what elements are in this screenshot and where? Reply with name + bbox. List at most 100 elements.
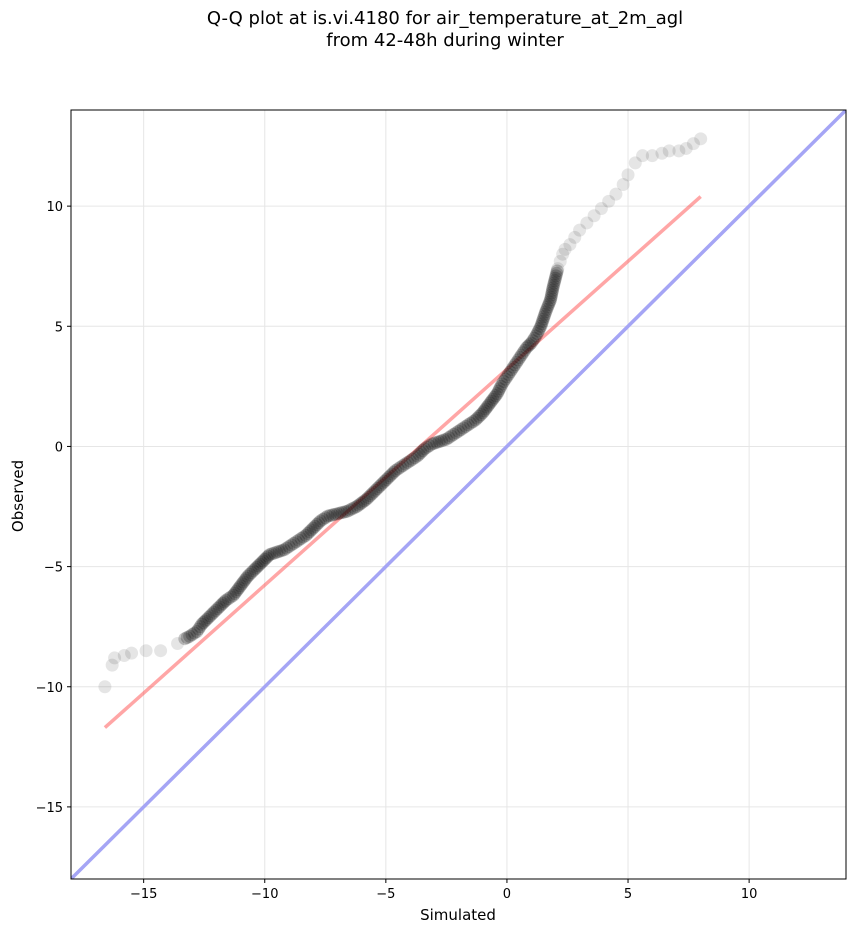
quantile-point — [580, 216, 594, 230]
axis-ticks: −15 −10 −5 0 5 10 −15 −10 −5 0 5 10 — [36, 200, 758, 902]
quantile-point — [381, 471, 395, 485]
quantile-point — [244, 566, 258, 580]
quantile-point — [535, 314, 549, 328]
quantile-point — [178, 632, 192, 646]
reference-lines — [71, 110, 846, 879]
quantile-point — [190, 624, 204, 638]
quantile-point — [313, 514, 327, 528]
quantile-point — [318, 511, 332, 525]
quantile-point — [365, 487, 379, 501]
quantile-point — [287, 536, 301, 550]
quantile-point — [493, 382, 507, 396]
quantile-point — [139, 644, 153, 658]
quantile-point — [321, 509, 335, 523]
quantile-point — [261, 549, 275, 563]
quantile-point — [672, 144, 686, 158]
quantile-point — [284, 538, 298, 552]
quantile-point — [542, 298, 556, 312]
quantile-point — [352, 498, 366, 512]
quantile-point — [125, 646, 139, 660]
quantile-point — [529, 329, 543, 343]
quantile-point — [430, 435, 444, 449]
quantile-point — [550, 264, 564, 278]
quantile-point — [498, 372, 512, 386]
quantile-point — [250, 560, 264, 574]
quantile-point — [214, 598, 228, 612]
quantile-point — [545, 286, 559, 300]
quantile-point — [405, 452, 419, 466]
quantile-point — [393, 460, 407, 474]
quantile-point — [340, 504, 354, 518]
quantile-point — [243, 567, 257, 581]
quantile-point — [343, 503, 357, 517]
quantile-point — [535, 317, 549, 331]
quantile-point — [510, 355, 524, 369]
quantile-point — [432, 435, 446, 449]
quantile-point — [229, 585, 243, 599]
identity-line — [71, 110, 846, 879]
quantile-point — [538, 307, 552, 321]
quantile-point — [185, 628, 199, 642]
quantile-point — [379, 472, 393, 486]
quantile-point — [484, 394, 498, 408]
quantile-point — [347, 501, 361, 515]
quantile-point — [389, 463, 403, 477]
quantile-point — [461, 418, 475, 432]
quantile-point — [511, 353, 525, 367]
quantile-point — [609, 187, 623, 201]
chart-title-line-2: from 42-48h during winter — [326, 30, 564, 51]
quantile-point — [226, 588, 240, 602]
quantile-point — [304, 523, 318, 537]
quantile-point — [224, 590, 238, 604]
chart-title-line-1: Q-Q plot at is.vi.4180 for air_temperatu… — [206, 8, 684, 29]
quantile-point — [439, 432, 453, 446]
quantile-point — [335, 506, 349, 520]
quantile-point — [231, 583, 245, 597]
quantile-point — [541, 300, 555, 314]
quantile-point — [180, 630, 194, 644]
quantile-point — [212, 600, 226, 614]
y-tick-label: 10 — [46, 200, 63, 215]
quantile-point — [495, 377, 509, 391]
quantile-point — [516, 346, 530, 360]
quantile-point — [354, 497, 368, 511]
quantile-point — [506, 360, 520, 374]
quantile-point — [472, 409, 486, 423]
quantile-point — [556, 247, 570, 261]
quantile-point — [308, 519, 322, 533]
quantile-point — [301, 527, 315, 541]
quantile-point — [200, 612, 214, 626]
quantile-point — [551, 262, 565, 276]
x-tick-label: −5 — [376, 887, 395, 902]
quantile-point — [594, 202, 608, 216]
y-tick-label: −5 — [44, 561, 63, 576]
x-tick-label: −15 — [130, 887, 157, 902]
quantile-point — [508, 358, 522, 372]
x-axis-label: Simulated — [420, 906, 496, 924]
quantile-point — [539, 305, 553, 319]
quantile-point — [376, 476, 390, 490]
quantile-point — [502, 367, 516, 381]
quantile-point — [277, 543, 291, 557]
quantile-point — [294, 532, 308, 546]
x-tick-label: 0 — [503, 887, 511, 902]
quantile-point — [239, 571, 253, 585]
quantile-point — [435, 434, 449, 448]
quantile-point — [422, 439, 436, 453]
quantile-point — [587, 209, 601, 223]
quantile-point — [303, 525, 317, 539]
quantile-point — [534, 319, 548, 333]
quantile-point — [518, 343, 532, 357]
quantile-point — [211, 602, 225, 616]
quantile-point — [387, 465, 401, 479]
quantile-point — [258, 552, 272, 566]
quantile-point — [523, 338, 537, 352]
quantile-point — [253, 557, 267, 571]
quantile-point — [573, 223, 587, 237]
quantile-point — [533, 322, 547, 336]
quantile-point — [602, 194, 616, 208]
quantile-point — [425, 437, 439, 451]
quantile-point — [487, 390, 501, 404]
quantile-point — [248, 562, 262, 576]
